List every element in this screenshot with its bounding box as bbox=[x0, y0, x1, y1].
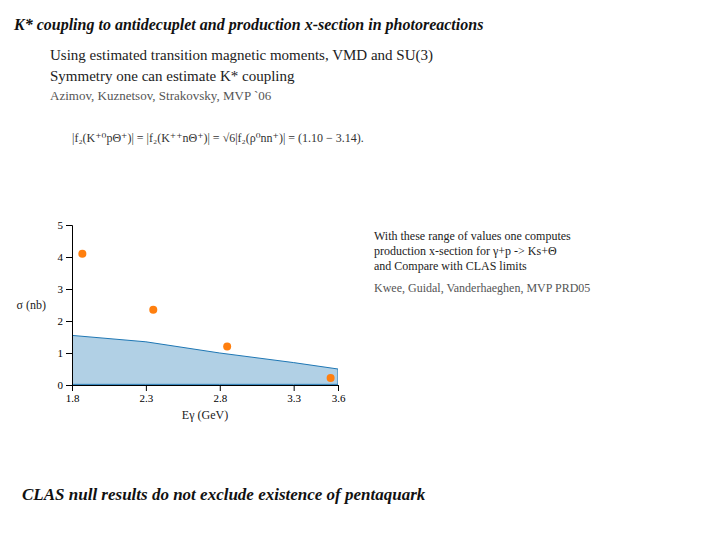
tick-label: 5 bbox=[58, 219, 64, 231]
annotation: With these range of values one computes bbox=[374, 229, 571, 243]
tick-label: 1 bbox=[58, 347, 64, 359]
tick: 5 bbox=[58, 219, 73, 231]
tick: 2 bbox=[58, 315, 73, 327]
tick-label: 3.3 bbox=[287, 392, 301, 404]
tick: 4 bbox=[58, 251, 73, 263]
point bbox=[149, 306, 157, 314]
tick-label: 2.8 bbox=[213, 392, 227, 404]
axis-line bbox=[73, 386, 339, 392]
conclusion: CLAS null results do not exclude existen… bbox=[22, 485, 426, 504]
tick-label: 2 bbox=[58, 315, 64, 327]
y-axis-title: σ (nb) bbox=[17, 298, 46, 312]
tick: 2.8 bbox=[213, 385, 227, 404]
tick-mark bbox=[66, 289, 72, 290]
tick-mark bbox=[66, 225, 72, 226]
tick-mark bbox=[146, 385, 147, 391]
tick-label: 4 bbox=[58, 251, 64, 263]
citation: Azimov, Kuznetsov, Strakovsky, MVP `06 bbox=[50, 88, 272, 103]
tick-label: 1.8 bbox=[66, 392, 80, 404]
tick: 0 bbox=[58, 379, 73, 391]
x-axis: 1.8 2.3 2.8 3.3 3.6 bbox=[66, 385, 346, 404]
point bbox=[327, 374, 335, 382]
tick-label: 3 bbox=[58, 283, 64, 295]
x-axis-title: Eγ (GeV) bbox=[182, 408, 228, 422]
tick-mark bbox=[294, 385, 295, 391]
subtitle: Symmetry one can estimate K* coupling bbox=[50, 68, 295, 84]
tick: 3.3 bbox=[287, 385, 301, 404]
chart: K* coupling to antidecuplet and producti… bbox=[0, 0, 720, 540]
axis-line bbox=[66, 226, 73, 386]
subtitle: Using estimated transition magnetic mome… bbox=[50, 47, 433, 64]
tick-mark bbox=[66, 385, 72, 386]
tick-mark bbox=[66, 257, 72, 258]
tick-mark bbox=[66, 353, 72, 354]
tick-label: 2.3 bbox=[140, 392, 154, 404]
annotation: production x-section for γ+p -> Ks+Θ bbox=[374, 244, 557, 258]
tick-mark bbox=[220, 385, 221, 391]
annotation: and Compare with CLAS limits bbox=[374, 259, 527, 273]
tick: 1.8 bbox=[66, 385, 80, 404]
tick-label: 0 bbox=[58, 379, 64, 391]
formula: |f₂(K⁺⁰pΘ⁺)| = |f₂(K⁺⁺nΘ⁺)| = √6|f₂(ρ⁰nn… bbox=[72, 131, 364, 145]
point bbox=[78, 250, 86, 258]
tick-mark bbox=[338, 385, 339, 391]
point bbox=[223, 343, 231, 351]
tick: 1 bbox=[58, 347, 73, 359]
band bbox=[72, 335, 338, 384]
tick: 2.3 bbox=[140, 385, 154, 404]
tick-label: 3.6 bbox=[332, 392, 346, 404]
title: K* coupling to antidecuplet and producti… bbox=[13, 16, 483, 34]
tick: 3.6 bbox=[332, 385, 346, 404]
y-axis: 0 1 2 3 4 5 bbox=[58, 219, 73, 391]
plot-area bbox=[72, 250, 338, 385]
tick: 3 bbox=[58, 283, 73, 295]
tick-mark bbox=[66, 321, 72, 322]
citation: Kwee, Guidal, Vanderhaeghen, MVP PRD05 bbox=[374, 281, 590, 295]
